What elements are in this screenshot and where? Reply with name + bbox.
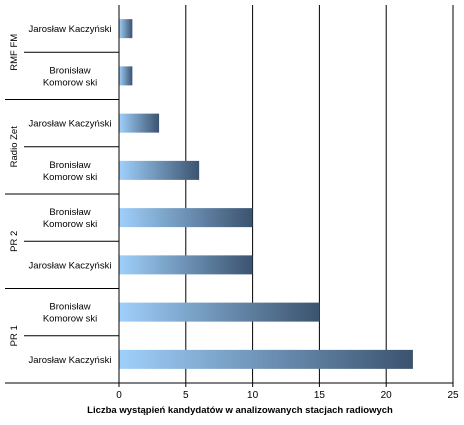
- bar: [119, 349, 413, 369]
- x-tick-label: 15: [314, 390, 326, 401]
- bar: [119, 19, 133, 39]
- x-tick-label: 25: [447, 390, 459, 401]
- bar: [119, 113, 160, 133]
- x-tick-label: 5: [183, 390, 189, 401]
- x-tick-label: 20: [381, 390, 393, 401]
- category-label: Jarosław Kaczyński: [29, 119, 112, 130]
- category-label: Jarosław Kaczyński: [29, 260, 112, 271]
- gridlines: [185, 5, 454, 383]
- group-label: RMF FM: [9, 34, 20, 71]
- category-label: Komorow ski: [43, 77, 97, 88]
- axes: 0 5 10 15 20 25: [5, 5, 459, 401]
- category-label: Komorow ski: [43, 172, 97, 183]
- category-label: Jarosław Kaczyński: [29, 24, 112, 35]
- category-label: Bronisław: [49, 160, 90, 171]
- group-label: Radio Zet: [9, 126, 20, 168]
- bar: [119, 66, 133, 86]
- bar: [119, 160, 200, 180]
- x-axis-title: Liczba wystąpień kandydatów w analizowan…: [87, 405, 393, 416]
- category-label: Komorow ski: [43, 314, 97, 325]
- x-tick-label: 0: [116, 390, 122, 401]
- x-tick-label: 10: [247, 390, 259, 401]
- category-label: Bronisław: [49, 302, 90, 313]
- bars: [119, 19, 413, 369]
- group-label: PR 2: [9, 231, 20, 252]
- category-label: Komorow ski: [43, 219, 97, 230]
- category-label: Bronisław: [49, 65, 90, 76]
- category-label: Bronisław: [49, 207, 90, 218]
- bar: [119, 208, 253, 228]
- bar: [119, 302, 320, 322]
- bar: [119, 255, 253, 275]
- group-label: PR 1: [9, 325, 20, 346]
- category-label: Jarosław Kaczyński: [29, 355, 112, 366]
